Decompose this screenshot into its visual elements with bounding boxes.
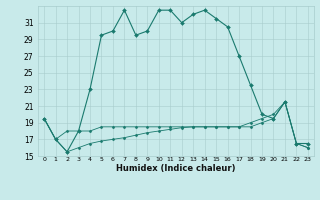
X-axis label: Humidex (Indice chaleur): Humidex (Indice chaleur) <box>116 164 236 173</box>
